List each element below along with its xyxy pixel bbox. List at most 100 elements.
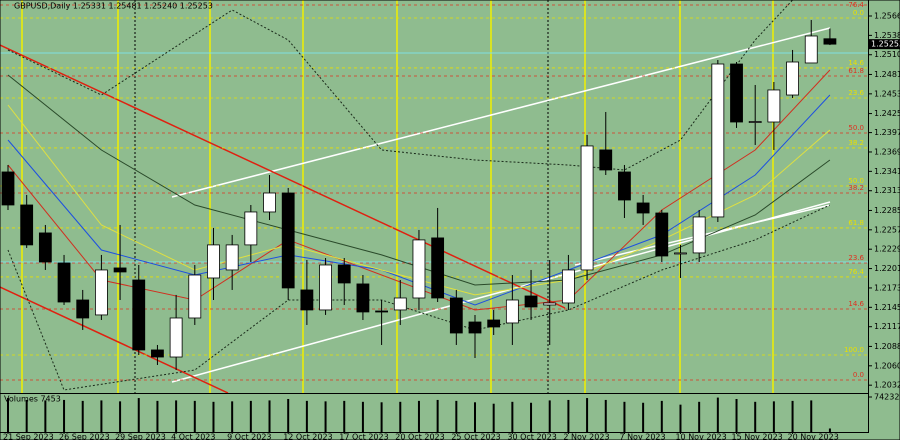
volume-bar	[754, 401, 757, 432]
y-tick-label: 1.22570	[874, 225, 900, 234]
candle-body	[468, 321, 482, 334]
volume-bar	[212, 401, 215, 432]
volume-bar	[63, 399, 66, 432]
indicator-line	[7, 104, 831, 296]
candle-body	[356, 283, 370, 313]
y-tick-label: 1.22850	[874, 206, 900, 215]
candle-body	[1, 171, 15, 206]
candle-body	[599, 149, 613, 171]
fib-label: 61.8	[848, 219, 864, 227]
y-tick-label: 1.24250	[874, 109, 900, 118]
candle-body	[95, 269, 108, 316]
x-tick-label: 21 Sep 2023	[3, 433, 54, 440]
candle-body	[20, 204, 34, 246]
volume-bar	[81, 400, 84, 432]
volume-bar	[828, 428, 831, 432]
volume-bar	[305, 400, 308, 432]
fib-group: 76.40.014.661.823.650.038.250.038.261.82…	[0, 1, 868, 381]
volume-bar	[474, 402, 476, 432]
volume-bar	[679, 404, 682, 432]
volume-bar	[436, 399, 439, 432]
x-tick-label: 20 Oct 2023	[395, 433, 444, 440]
trend-line	[0, 44, 566, 309]
volume-bar	[735, 398, 738, 432]
fib-label: 50.0	[848, 124, 864, 132]
volume-bar	[623, 401, 626, 432]
y-tick-label: 1.20885	[874, 342, 900, 351]
volume-bar	[137, 398, 140, 432]
volume-bar	[604, 399, 607, 432]
candle-body	[57, 262, 71, 303]
volume-bar	[548, 400, 551, 432]
candle-body	[711, 63, 725, 218]
volume-bar	[417, 400, 420, 432]
volume-bar	[586, 398, 589, 432]
x-tick-label: 25 Oct 2023	[451, 433, 500, 440]
y-tick-label: 1.23135	[874, 186, 900, 195]
volume-bar	[44, 400, 47, 432]
volume-bar	[7, 398, 9, 432]
candle-body	[76, 299, 90, 319]
indicator-line	[7, 69, 831, 311]
x-tick-label: 26 Sep 2023	[59, 433, 110, 440]
indicator-line	[7, 0, 793, 171]
volume-bar	[119, 401, 122, 432]
fib-label: 38.2	[848, 184, 864, 192]
indicator-group	[7, 0, 831, 391]
current-price-label: 1.25253	[871, 40, 900, 49]
candle-body	[393, 297, 407, 311]
candle-body	[580, 145, 594, 271]
candle-body	[692, 216, 706, 254]
volume-bar	[660, 400, 663, 432]
volume-bar	[193, 400, 196, 432]
fib-label: 76.4	[848, 1, 864, 9]
x-tick-label: 29 Sep 2023	[115, 433, 166, 440]
candle-body	[300, 289, 314, 311]
volume-bar	[287, 398, 290, 432]
fib-label: 100.0	[844, 346, 864, 354]
candle-body	[823, 38, 837, 45]
trend-line	[171, 27, 831, 198]
fib-label: 38.2	[848, 139, 864, 147]
candle-body	[730, 63, 743, 123]
candle-body	[337, 264, 351, 284]
x-tick-label: 4 Oct 2023	[171, 433, 215, 440]
candle-body	[412, 239, 426, 299]
x-tick-label: 7 Nov 2023	[619, 433, 665, 440]
y-tick-label: 1.22010	[874, 264, 900, 273]
volume-bar	[25, 399, 28, 432]
volume-bar	[455, 400, 458, 432]
volume-bar	[343, 400, 346, 432]
candle-body	[151, 349, 164, 358]
volume-bar	[716, 397, 719, 432]
y-tick-label: 1.20325	[874, 381, 900, 390]
volume-bar	[567, 399, 570, 432]
y-tick-label: 1.25660	[874, 11, 900, 20]
trend-line	[171, 201, 831, 383]
indicator-line	[7, 94, 831, 306]
y-tick-label: 1.25100	[874, 50, 900, 59]
y-tick-label: 1.21730	[874, 283, 900, 292]
y-tick-label: 1.21170	[874, 322, 900, 331]
candle-body	[38, 232, 52, 263]
candle-body	[375, 310, 389, 313]
y-tick-label: 1.20605	[874, 361, 900, 370]
candle-body	[169, 317, 183, 358]
fib-label: 14.6	[848, 59, 864, 67]
candle-body	[319, 264, 332, 311]
candle-group	[1, 19, 837, 370]
chart-title: GBPUSD,Daily 1.25331 1.25481 1.25240 1.2…	[14, 2, 213, 11]
volume-bar	[361, 401, 364, 432]
fib-label: 50.0	[848, 177, 864, 185]
candle-body	[636, 202, 650, 214]
y-tick-label: 1.24535	[874, 89, 900, 98]
x-tick-label: 17 Oct 2023	[339, 433, 388, 440]
x-tick-label: 12 Oct 2023	[283, 433, 332, 440]
candle-body	[225, 244, 239, 271]
candle-body	[132, 279, 146, 351]
candle-body	[767, 89, 781, 123]
volume-bar	[100, 400, 103, 432]
y-tick-label: 1.23695	[874, 147, 900, 156]
